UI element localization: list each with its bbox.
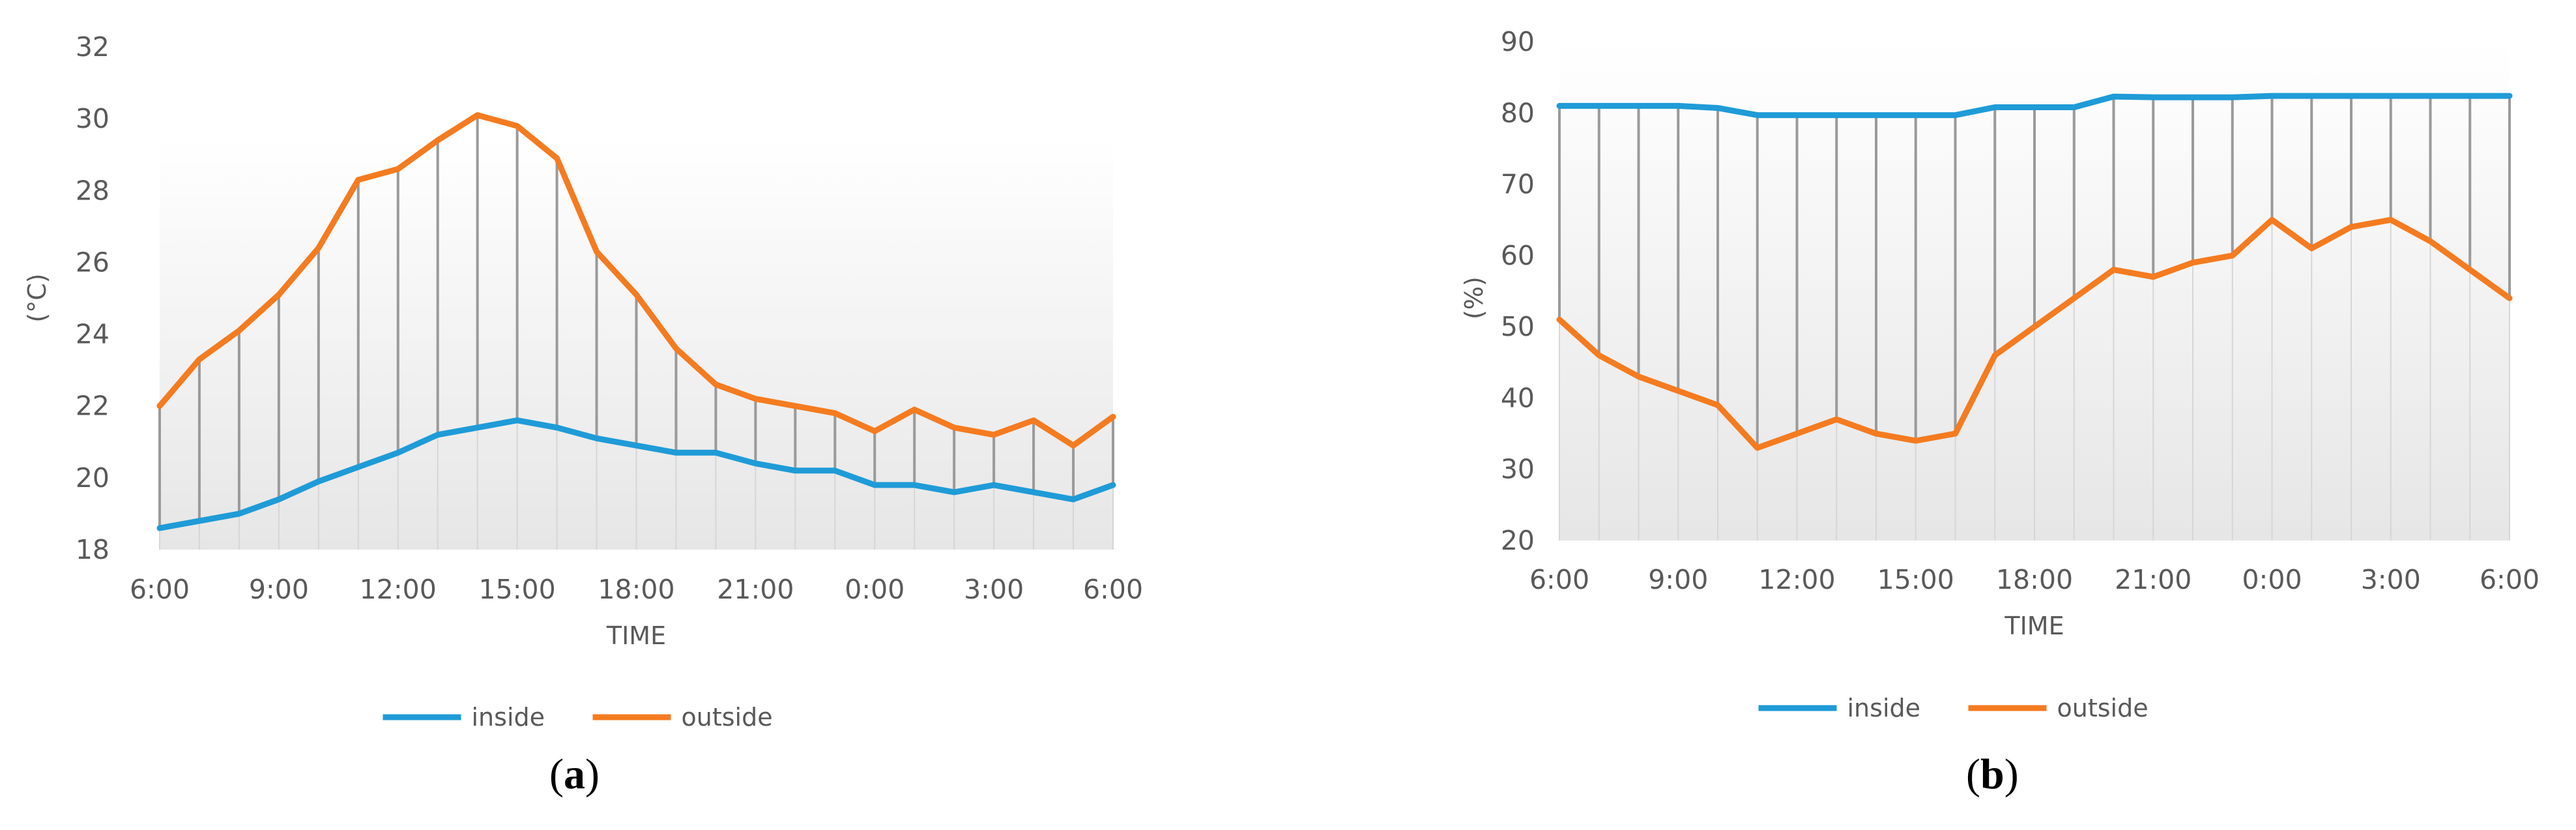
x-tick-label: 9:00 (249, 574, 309, 605)
y-tick-label: 60 (1501, 240, 1535, 271)
legend-label-inside: inside (1847, 694, 1921, 722)
y-tick-label: 30 (1501, 454, 1535, 485)
y-tick-label: 20 (1501, 525, 1535, 556)
x-tick-label: 6:00 (1529, 564, 1589, 595)
x-tick-label: 0:00 (2242, 564, 2302, 595)
x-tick-label: 3:00 (964, 574, 1024, 605)
x-tick-label: 6:00 (2480, 564, 2540, 595)
y-tick-label: 80 (1501, 97, 1535, 128)
caption-letter: a (563, 750, 585, 798)
humidity-chart: 20 30 40 50 60 70 80 90 6:00 9:00 12:00 15:00 18:00 2… (1460, 26, 2540, 722)
legend: inside outside (1758, 694, 2149, 722)
x-tick-label: 15:00 (1877, 564, 1954, 595)
y-tick-label: 22 (76, 391, 109, 422)
chart-panel-a: 18 20 22 24 26 28 30 32 6:00 9:00 12:00 15:00 18:00 2… (23, 31, 1143, 799)
series-line-inside (1556, 93, 2513, 119)
x-tick-label: 15:00 (479, 574, 556, 605)
x-tick-label: 18:00 (1996, 564, 2073, 595)
y-tick-label: 18 (76, 534, 109, 565)
x-tick-label: 12:00 (360, 574, 437, 605)
x-tick-label: 0:00 (845, 574, 904, 605)
legend-label-outside: outside (2057, 694, 2149, 722)
y-axis-title: (%) (1460, 276, 1488, 319)
series-line-outside (1556, 216, 2513, 451)
x-tick-label: 12:00 (1758, 564, 1835, 595)
x-tick-label: 21:00 (2115, 564, 2192, 595)
y-tick-label: 50 (1501, 311, 1535, 342)
x-tick-label: 9:00 (1648, 564, 1708, 595)
chart-panel-b: 20 30 40 50 60 70 80 90 6:00 9:00 12:00 15:00 18:00 2… (1288, 0, 2576, 830)
y-tick-label: 24 (76, 319, 109, 350)
x-tick-label: 6:00 (130, 574, 190, 605)
x-tick-label: 21:00 (717, 574, 794, 605)
caption-close: ) (585, 750, 600, 798)
caption-b: (b) (1966, 750, 2019, 799)
x-tick-label: 6:00 (1083, 574, 1143, 605)
legend: inside outside (383, 703, 773, 732)
series-line-inside (156, 417, 1116, 531)
caption-letter: b (1980, 750, 2004, 798)
x-axis-title: TIME (2004, 612, 2064, 640)
y-tick-label: 32 (76, 31, 109, 63)
series-line-outside (156, 112, 1116, 449)
temperature-chart: 18 20 22 24 26 28 30 32 6:00 9:00 12:00 15:00 18:00 2… (23, 31, 1143, 732)
caption-open: ( (549, 750, 564, 798)
y-tick-label: 30 (76, 103, 109, 134)
y-tick-label: 26 (76, 246, 109, 278)
x-tick-label: 18:00 (598, 574, 674, 605)
y-tick-label: 40 (1501, 382, 1535, 413)
y-tick-label: 70 (1501, 169, 1535, 200)
y-tick-label: 20 (76, 462, 109, 494)
x-tick-label: 3:00 (2361, 564, 2421, 595)
x-axis-title: TIME (606, 621, 666, 650)
caption-open: ( (1966, 750, 1980, 798)
y-tick-label: 90 (1501, 26, 1535, 57)
y-tick-label: 28 (76, 175, 109, 206)
legend-label-outside: outside (682, 703, 773, 732)
legend-label-inside: inside (472, 703, 545, 732)
caption-close: ) (2004, 750, 2019, 798)
y-axis-title: (°C) (23, 273, 51, 322)
caption-a: (a) (549, 750, 600, 799)
